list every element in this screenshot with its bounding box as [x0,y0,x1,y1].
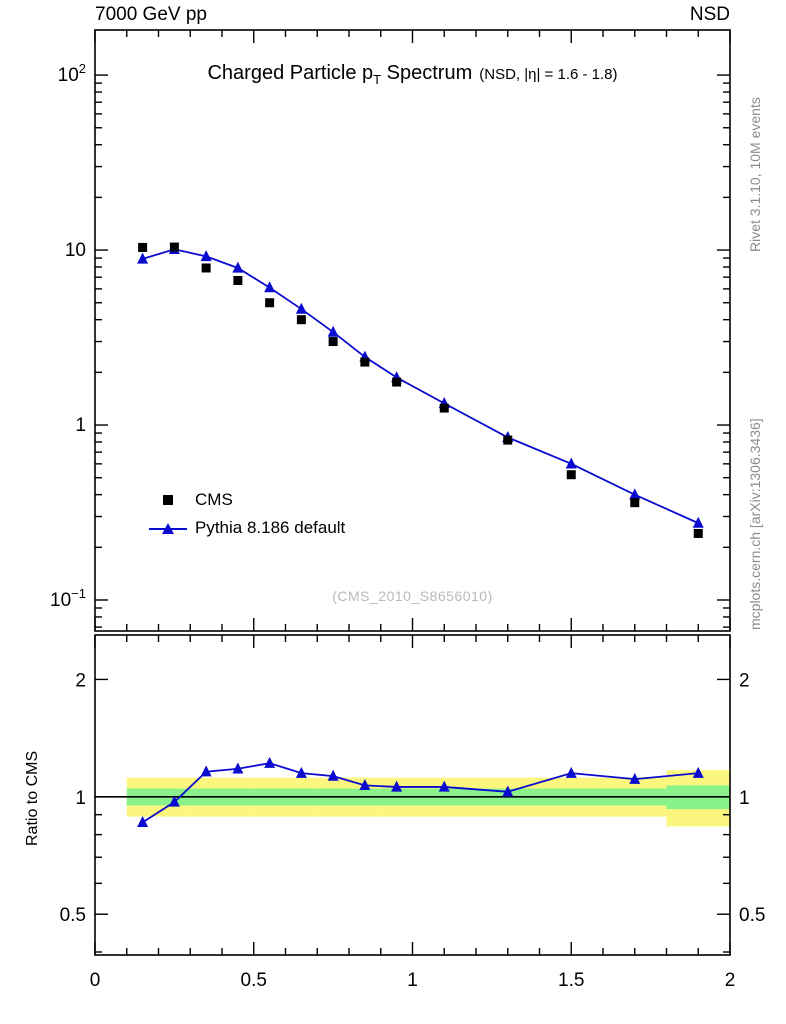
ratio-point [137,816,149,828]
ratio-point [327,769,339,781]
ratio-point [391,780,403,792]
cms-point [693,528,703,538]
ratio-point [168,795,180,807]
cms-marker-cell [147,495,189,505]
rivet-version-label: Rivet 3.1.10, 10M events [747,97,763,252]
axis-tick-labels: 10−1 1 10 102 0.5 0.5 1 1 2 2 0 0.5 1 1.5 2 [50,61,765,991]
ratio-point [502,785,514,797]
cms-point [439,403,449,413]
main-y-tick-label: 1 [75,415,86,436]
axis-ticks [94,30,731,955]
legend: CMS Pythia 8.186 default [147,486,345,542]
pythia-point [137,252,149,264]
mcplots-arxiv-label: mcplots.cern.ch [arXiv:1306.3436] [747,418,763,630]
pythia-point [200,250,212,262]
cms-point [630,498,640,508]
beam-energy-label: 7000 GeV pp [95,4,207,25]
ratio-line [142,762,699,824]
x-tick-label: 2 [725,970,736,991]
main-y-tick-label: 10 [65,240,86,261]
ratio-y-tick-label: 2 [75,670,86,691]
pythia-point [232,261,244,273]
x-tick-label: 1.5 [558,970,584,991]
ratio-point [438,780,450,792]
main-y-tick-label: 10−1 [50,586,86,611]
pythia-point [692,516,704,528]
cms-point [233,275,243,285]
ratio-point [264,756,276,768]
title-main: Charged Particle pT Spectrum [207,62,473,87]
ratio-series [137,756,704,828]
pythia-point [327,325,339,337]
ratio-point [359,779,371,791]
pythia-point [565,457,577,469]
cms-point [360,357,370,367]
pythia-marker-triangle [162,522,174,534]
ratio-point [629,772,641,784]
cms-point [296,315,306,325]
cms-point [265,298,275,308]
pythia-line-triangle-icon [149,522,187,535]
ratio-point [295,766,307,778]
ratio-y-tick-label: 2 [739,670,750,691]
pythia-point [264,281,276,293]
cms-point [503,435,513,445]
x-tick-label: 1 [407,970,418,991]
event-class-label: NSD [689,4,730,25]
title-subscript: T [373,72,382,87]
x-tick-label: 0 [90,970,101,991]
ratio-point [232,762,244,774]
legend-label-cms: CMS [195,490,233,509]
cms-point [328,337,338,347]
main-y-tick-label: 102 [58,61,86,86]
x-tick-label: 0.5 [241,970,267,991]
ratio-axis-title: Ratio to CMS [24,750,41,846]
legend-item-cms: CMS [147,486,345,514]
cms-series [138,242,703,538]
title-post: Spectrum [381,62,473,84]
cms-point [201,263,211,273]
pythia-line [142,248,699,524]
ratio-point [200,765,212,777]
cms-square-icon [163,495,173,505]
ratio-y-tick-label: 0.5 [739,905,765,926]
ratio-y-tick-label: 1 [75,788,86,809]
cms-point [138,242,148,252]
header-row: 7000 GeV pp NSD [95,4,730,26]
legend-item-pythia: Pythia 8.186 default [147,514,345,542]
cms-point [169,242,179,252]
ratio-point [565,766,577,778]
analysis-watermark: (CMS_2010_S8656010) [332,588,493,604]
title-condition: (NSD, |η| = 1.6 - 1.8) [479,66,618,83]
cms-point [566,470,576,480]
plot-title: Charged Particle pT Spectrum (NSD, |η| = … [95,62,730,87]
cms-point [392,377,402,387]
legend-label-pythia: Pythia 8.186 default [195,518,346,537]
pythia-point [295,302,307,314]
ratio-y-tick-label: 0.5 [60,905,86,926]
pythia-point [629,488,641,500]
title-pre: Charged Particle p [207,62,374,84]
ratio-point [692,766,704,778]
pythia-marker-cell [147,522,189,535]
ratio-y-tick-label: 1 [739,788,750,809]
